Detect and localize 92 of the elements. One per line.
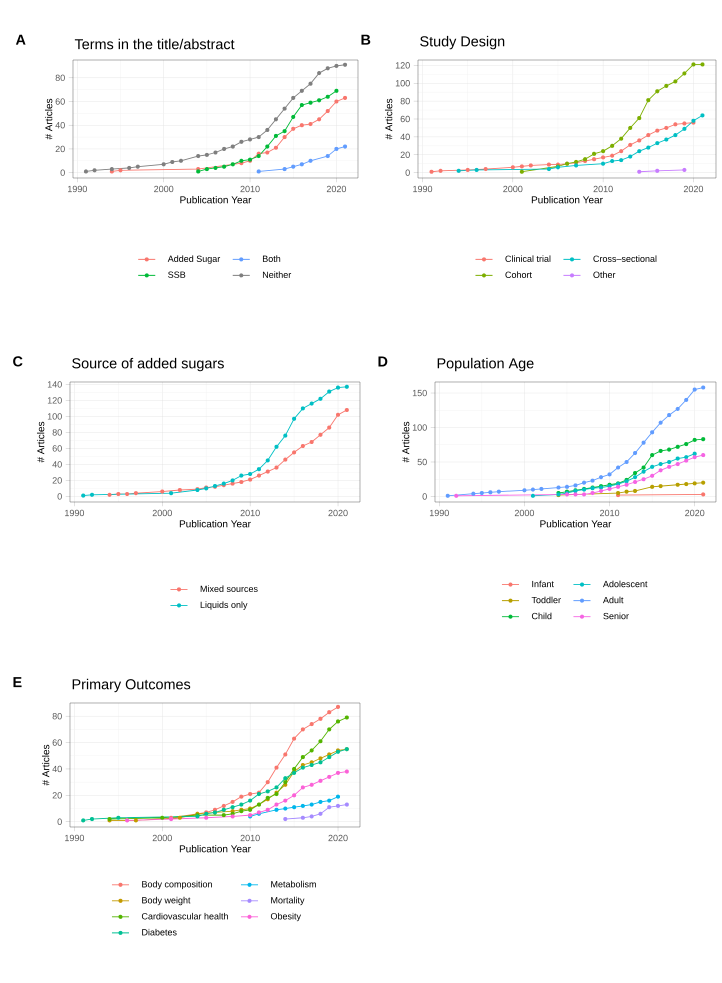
y-tick-label: 60 [52, 445, 62, 452]
y-tick-label: 20 [400, 152, 410, 158]
legend-label: Other [593, 271, 616, 278]
x-tick-label: 2020 [328, 510, 348, 516]
y-tick-label: 150 [412, 390, 427, 396]
x-tick-label: 2010 [240, 834, 260, 842]
y-tick-label: 100 [48, 413, 62, 420]
legend-label: SSB [168, 271, 186, 278]
y-tick-label: 20 [52, 477, 62, 484]
legend-label: Liquids only [200, 601, 248, 610]
y-tick-label: 0 [58, 493, 62, 500]
legend-label: Neither [262, 271, 292, 278]
x-axis-title: Publication Year [540, 520, 612, 528]
x-tick-label: 2000 [152, 834, 172, 842]
y-axis-title: # Articles [36, 422, 44, 463]
y-tick-label: 0 [422, 493, 427, 500]
x-tick-label: 1990 [413, 186, 432, 192]
y-tick-label: 40 [400, 134, 410, 140]
y-axis-title: # Articles [402, 422, 410, 463]
legend-label: Adult [602, 596, 624, 604]
y-tick-label: 60 [56, 98, 65, 105]
y-tick-label: 0 [58, 818, 62, 825]
y-tick-label: 40 [55, 122, 65, 128]
x-tick-label: 2010 [600, 510, 620, 516]
legend-label: Mortality [271, 896, 304, 906]
y-tick-label: 80 [52, 713, 62, 720]
x-tick-label: 2000 [514, 510, 534, 516]
chart-title: Population Age [438, 358, 534, 372]
legend-label: Clinical trial [505, 255, 550, 262]
x-tick-label: 2010 [594, 186, 613, 192]
y-tick-label: 100 [412, 424, 427, 431]
x-tick-label: 1990 [430, 510, 449, 516]
text: E [13, 677, 22, 688]
y-axis-title: # Articles [44, 98, 52, 140]
x-tick-label: 2020 [326, 186, 346, 192]
x-axis-title: Publication Year [180, 520, 251, 528]
y-tick-label: 80 [400, 98, 410, 104]
x-tick-label: 2010 [240, 186, 260, 192]
text: A [16, 34, 26, 45]
chart-title: Study Design [420, 36, 504, 50]
y-tick-label: 120 [48, 397, 62, 404]
chart-title: Primary Outcomes [72, 678, 190, 692]
y-tick-label: 80 [56, 74, 65, 81]
y-tick-label: 20 [56, 146, 65, 152]
chart-title: Source of added sugars [72, 358, 224, 372]
legend-label: Both [262, 255, 280, 262]
x-tick-label: 2020 [685, 510, 704, 516]
x-tick-label: 2020 [328, 834, 348, 842]
legend-label: Child [532, 612, 552, 620]
y-tick-label: 100 [396, 80, 410, 86]
legend-label: Toddler [532, 596, 561, 604]
legend-label: Cross–sectional [593, 255, 656, 262]
x-axis-title: Publication Year [180, 196, 252, 204]
y-tick-label: 0 [406, 169, 410, 176]
y-tick-label: 50 [418, 458, 427, 466]
y-tick-label: 0 [60, 169, 65, 176]
legend-label: Senior [603, 612, 629, 620]
legend-label: Infant [532, 580, 554, 588]
text: B [361, 34, 370, 45]
x-axis-title: Publication Year [180, 845, 251, 852]
legend-label: Diabetes [142, 928, 177, 936]
legend-label: Adolescent [602, 580, 648, 588]
y-tick-label: 40 [52, 461, 62, 468]
x-tick-label: 1990 [65, 510, 84, 516]
legend-label: Cohort [505, 271, 532, 278]
y-tick-label: 60 [400, 116, 410, 122]
x-tick-label: 2010 [240, 510, 260, 516]
y-tick-label: 80 [52, 429, 62, 436]
y-tick-label: 120 [396, 62, 410, 69]
text: C [13, 356, 23, 366]
legend-label: Cardiovascular health [142, 912, 228, 920]
legend-label: Body composition [142, 880, 212, 890]
x-tick-label: 2000 [503, 186, 522, 192]
x-tick-label: 2000 [152, 510, 172, 516]
x-tick-label: 2020 [684, 186, 704, 192]
y-tick-label: 60 [52, 739, 62, 746]
y-axis-title: # Articles [384, 98, 392, 140]
x-axis-title: Publication Year [532, 196, 603, 204]
legend-label: Body weight [142, 896, 190, 906]
x-tick-label: 1990 [65, 834, 84, 842]
legend-label: Metabolism [271, 880, 316, 888]
y-tick-label: 140 [48, 381, 62, 388]
x-tick-label: 1990 [68, 186, 87, 192]
x-tick-label: 2000 [154, 186, 174, 192]
legend-label: Added Sugar [168, 255, 220, 264]
legend-label: Mixed sources [200, 585, 258, 592]
chart-title: Terms in the title/abstract [74, 38, 234, 50]
y-axis-title: # Articles [42, 744, 50, 786]
text: D [378, 356, 388, 366]
y-tick-label: 40 [52, 766, 62, 772]
y-tick-label: 20 [52, 792, 62, 799]
legend-label: Obesity [270, 912, 301, 922]
